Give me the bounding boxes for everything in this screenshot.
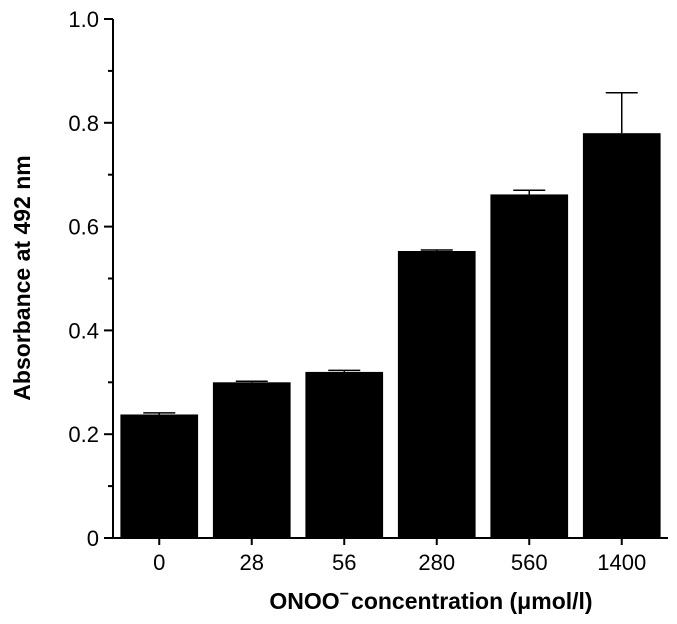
x-tick-label: 560 (511, 550, 548, 575)
y-tick-label: 0 (87, 526, 99, 551)
y-axis-title: Absorbance at 492 nm (9, 155, 35, 400)
y-tick-label: 0.4 (68, 318, 99, 343)
y-tick-label: 0.6 (68, 215, 99, 240)
x-tick-label: 280 (418, 550, 455, 575)
bar (120, 414, 199, 538)
bar (397, 250, 476, 539)
error-bars (143, 91, 638, 415)
x-tick-label: 56 (332, 550, 356, 575)
bars (120, 133, 661, 539)
x-tick-labels: 0 28 56 280 560 1400 (153, 550, 646, 575)
x-tick-label: 28 (240, 550, 264, 575)
x-axis-title-main: ONOO (269, 588, 339, 614)
bar (582, 133, 661, 538)
x-tick-label: 1400 (597, 550, 646, 575)
y-tick-label: 0.8 (68, 111, 99, 136)
bar (490, 194, 569, 538)
y-tick-labels: 0 0.2 0.4 0.6 0.8 1.0 (68, 7, 99, 551)
x-tick-label: 0 (153, 550, 165, 575)
bar (212, 382, 291, 538)
axes (104, 18, 668, 545)
y-tick-label: 0.2 (68, 422, 99, 447)
y-tick-label: 1.0 (68, 7, 99, 32)
bar (305, 371, 384, 538)
x-axis-title: ONOO−concentration (μmol/l) (269, 586, 592, 614)
x-axis-title-superscript: − (340, 586, 349, 603)
x-axis-title-rest: concentration (μmol/l) (351, 588, 593, 614)
